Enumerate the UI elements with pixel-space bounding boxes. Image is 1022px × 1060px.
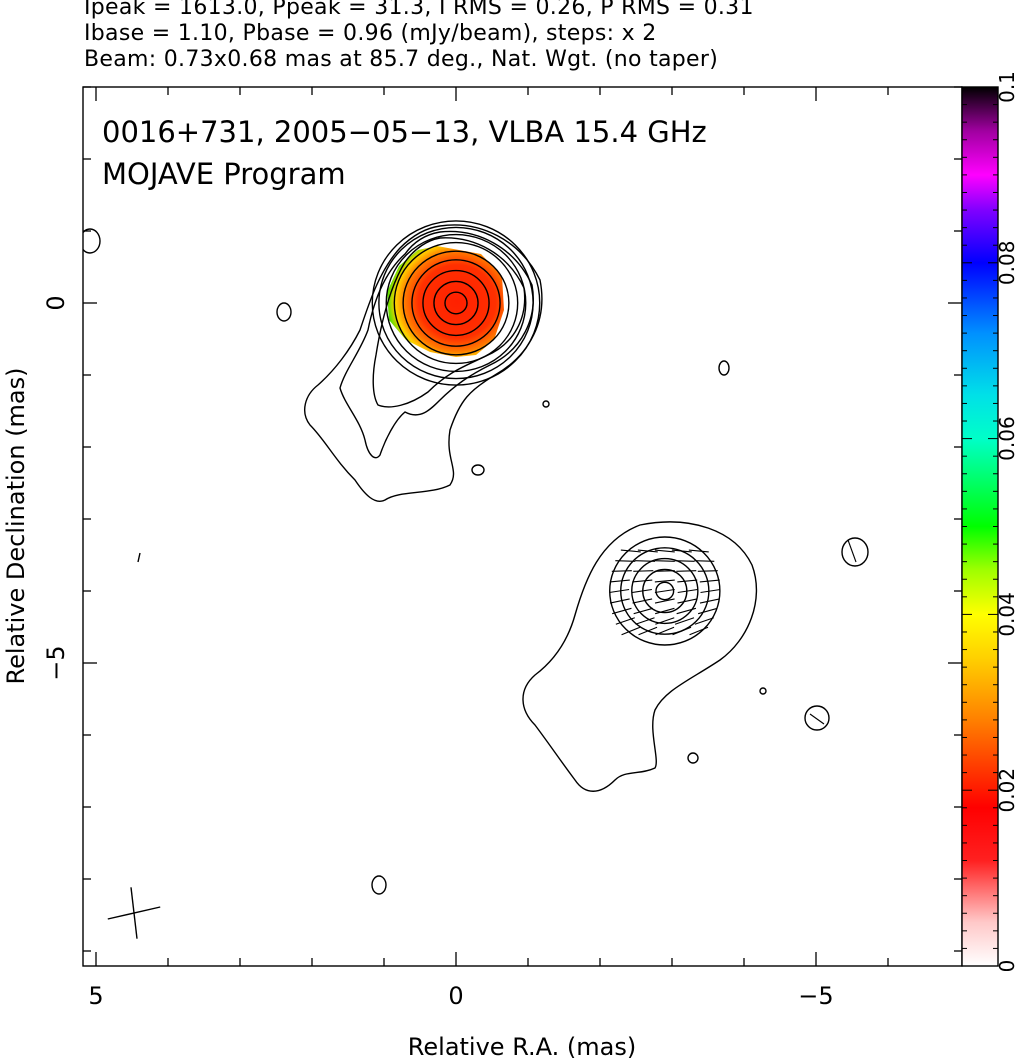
polarization-vector xyxy=(698,607,718,615)
plot-frame xyxy=(82,86,963,967)
polarization-vector xyxy=(671,549,692,553)
colorbar-tick-label: 0.08 xyxy=(995,241,1019,286)
y-tick-label: 0 xyxy=(42,295,70,310)
x-tick-label: 0 xyxy=(448,982,463,1010)
header-line-1: Ipeak = 1613.0, Ppeak = 31.3, I RMS = 0.… xyxy=(84,0,754,20)
colorbar-tick-label: 0.02 xyxy=(995,768,1019,813)
colorbar: 0 0.02 0.04 0.06 0.08 0.1 xyxy=(961,71,1019,973)
polarization-vector xyxy=(654,560,675,562)
beam-minor-axis xyxy=(130,887,138,939)
polarization-vector xyxy=(609,588,630,594)
polarization-vector xyxy=(612,607,632,615)
noise-contour xyxy=(718,360,730,376)
polarization-vector xyxy=(700,588,721,594)
x-tick-label: 5 xyxy=(88,982,103,1010)
noise-contour xyxy=(83,228,101,254)
colorbar-tick-label: 0.06 xyxy=(995,416,1019,461)
polarization-vector xyxy=(694,560,715,562)
colorbar-tick-label: 0.04 xyxy=(995,592,1019,637)
polarization-vector xyxy=(615,617,635,625)
core-contour-4 xyxy=(402,250,510,356)
polarization-vector xyxy=(654,570,675,572)
polarization-vector xyxy=(635,617,655,625)
polarization-vector xyxy=(637,549,658,553)
polarization-vector xyxy=(633,570,654,572)
polarization-vector xyxy=(699,579,720,583)
noise-contour xyxy=(759,687,767,695)
jet-knot-contour-4 xyxy=(609,536,721,646)
polarization-vector xyxy=(632,598,653,604)
chart-title: 0016+731, 2005−05−13, VLBA 15.4 GHz xyxy=(102,115,707,149)
polarization-vector xyxy=(672,626,692,636)
polarization-vector xyxy=(674,617,695,625)
y-tick-label: −5 xyxy=(42,645,70,680)
polarization-vector xyxy=(609,579,630,583)
noise-contour xyxy=(841,537,869,567)
polarization-vector xyxy=(654,588,675,594)
noise-contour xyxy=(137,552,141,563)
knot-envelope-contour xyxy=(522,521,758,792)
chart-subtitle: MOJAVE Program xyxy=(102,157,346,191)
core-contour-0 xyxy=(444,291,468,315)
polarization-vector xyxy=(655,626,675,636)
core-contour-1 xyxy=(433,280,479,326)
noise-contour xyxy=(804,705,830,731)
polarization-vector xyxy=(676,607,697,615)
noise-contour xyxy=(542,400,550,408)
polarization-vector xyxy=(674,560,695,562)
polarization-vector xyxy=(677,579,698,583)
polarization-vector xyxy=(677,598,698,604)
core-contour-2 xyxy=(422,269,490,337)
noise-contour xyxy=(471,464,485,476)
polarization-vector xyxy=(676,570,697,572)
polarization-vector xyxy=(689,626,709,636)
polarization-vector xyxy=(655,617,675,625)
polarization-vector xyxy=(655,607,675,615)
polarization-vector xyxy=(677,588,698,594)
polarization-vector xyxy=(621,626,641,636)
colorbar-tick-label: 0 xyxy=(995,960,1019,973)
noise-contour xyxy=(276,302,292,322)
core-contour-3 xyxy=(411,259,501,347)
plot-area xyxy=(82,86,963,967)
core-contour-2 xyxy=(339,230,534,459)
polarization-vector xyxy=(688,549,709,553)
x-axis-label: Relative R.A. (mas) xyxy=(408,1033,636,1060)
polarization-vector xyxy=(654,598,675,604)
polarization-vector xyxy=(611,570,632,572)
x-tick-label: −5 xyxy=(798,982,833,1010)
header-line-3: Beam: 0.73x0.68 mas at 85.7 deg., Nat. W… xyxy=(84,47,719,72)
polarization-vector xyxy=(847,539,857,563)
colorbar-tick-label: 0.1 xyxy=(995,71,1019,103)
core-contour-8 xyxy=(371,220,541,386)
polarization-vector xyxy=(654,579,675,583)
jet-knot-contour-2 xyxy=(631,557,699,625)
jet-knot-contour-0 xyxy=(655,581,675,601)
polarization-vector xyxy=(638,626,658,636)
core-contour-7 xyxy=(378,226,534,380)
polarization-vector xyxy=(697,570,718,572)
polarization-vector xyxy=(609,598,630,604)
header-line-2: Ibase = 1.10, Pbase = 0.96 (mJy/beam), s… xyxy=(84,21,657,46)
y-axis-ticks: 0 −5 xyxy=(42,86,962,952)
polarization-vector xyxy=(635,560,656,562)
polarization-vector xyxy=(632,588,652,594)
noise-contour xyxy=(687,752,699,764)
noise-contour xyxy=(371,875,387,895)
polarization-vector xyxy=(632,579,653,583)
x-axis-ticks: 5 0 −5 xyxy=(88,87,889,1010)
colorbar-scale xyxy=(961,86,999,967)
polarization-vector xyxy=(694,617,714,625)
core-contour-6 xyxy=(385,233,527,373)
polarization-vector xyxy=(620,549,641,553)
polarization-vector xyxy=(654,549,675,553)
polarization-vector xyxy=(809,713,825,725)
y-axis-label: Relative Declination (mas) xyxy=(2,367,30,684)
core-contour-5 xyxy=(393,241,519,365)
polarization-vector xyxy=(633,607,654,615)
polarization-vector xyxy=(615,560,636,562)
polarization-vector xyxy=(699,598,720,604)
